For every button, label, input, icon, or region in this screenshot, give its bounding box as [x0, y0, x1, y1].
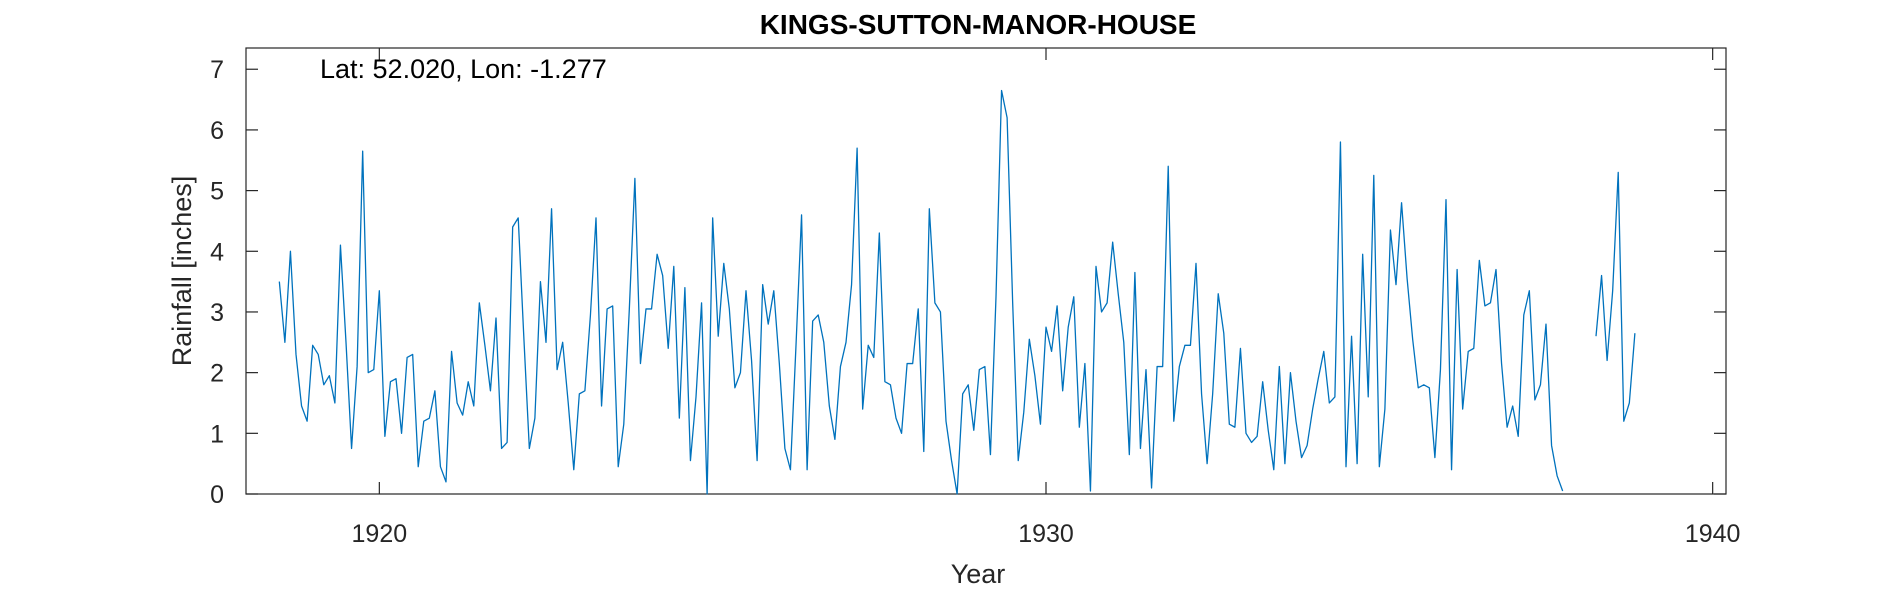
- y-tick-label: 3: [210, 299, 224, 327]
- y-tick-label: 5: [210, 178, 224, 206]
- y-tick-label: 2: [210, 360, 224, 388]
- plot-area-frame: [245, 47, 1727, 495]
- y-axis-label: Rainfall [inches]: [167, 176, 197, 367]
- y-tick-label: 1: [210, 420, 224, 448]
- y-tick-label: 4: [210, 238, 224, 266]
- x-tick-label: 1940: [1685, 520, 1741, 548]
- rainfall-series-line: [278, 89, 1636, 495]
- y-tick-label: 0: [210, 481, 224, 509]
- axis-ticks: [246, 48, 1726, 495]
- location-annotation: Lat: 52.020, Lon: -1.277: [320, 54, 607, 84]
- y-tick-label: 7: [210, 56, 224, 84]
- chart-title: KINGS-SUTTON-MANOR-HOUSE: [760, 9, 1197, 40]
- x-axis-label: Year: [951, 559, 1006, 589]
- x-tick-label: 1920: [352, 520, 408, 548]
- axis-tick-labels: 1920 1930 1940 0 1 2 3 4 5 6 7: [210, 56, 1740, 548]
- y-tick-label: 6: [210, 117, 224, 145]
- x-tick-label: 1930: [1018, 520, 1074, 548]
